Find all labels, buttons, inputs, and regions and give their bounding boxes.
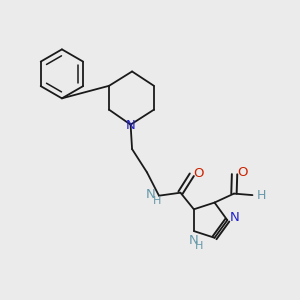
- Text: N: N: [126, 119, 136, 132]
- Text: N: N: [146, 188, 155, 201]
- Text: N: N: [188, 233, 198, 247]
- Text: H: H: [257, 189, 266, 202]
- Text: H: H: [195, 241, 203, 251]
- Text: H: H: [152, 196, 161, 206]
- Text: O: O: [237, 166, 247, 179]
- Text: O: O: [193, 167, 204, 180]
- Text: N: N: [230, 211, 240, 224]
